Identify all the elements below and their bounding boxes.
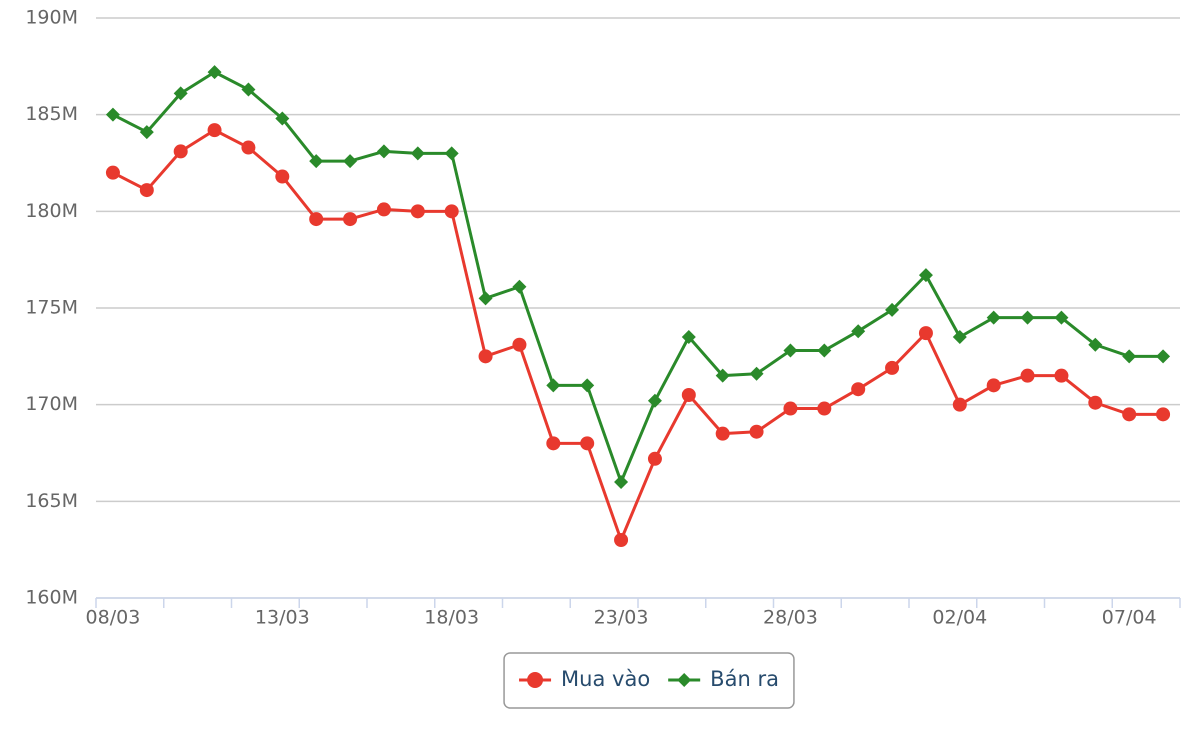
x-tick-label: 23/03 xyxy=(594,607,649,629)
point xyxy=(1122,407,1137,422)
point xyxy=(376,144,391,159)
point xyxy=(681,330,696,344)
point xyxy=(1088,395,1103,410)
point xyxy=(444,146,459,161)
x-tick-label: 28/03 xyxy=(763,607,818,629)
point xyxy=(478,291,493,306)
point xyxy=(715,426,730,441)
point xyxy=(376,202,391,217)
point xyxy=(410,204,425,219)
point xyxy=(139,125,154,140)
legend: Mua vào Bán ra xyxy=(503,652,795,709)
point xyxy=(207,123,222,138)
point xyxy=(1054,310,1069,325)
point xyxy=(241,82,256,97)
legend-label: Mua vào xyxy=(561,667,650,691)
point xyxy=(851,324,866,339)
point xyxy=(343,212,358,227)
point xyxy=(580,436,595,451)
legend-label: Bán ra xyxy=(710,667,779,691)
point xyxy=(1156,407,1171,422)
point xyxy=(546,378,561,393)
y-tick-label: 175M xyxy=(25,297,78,319)
point xyxy=(952,397,967,412)
point xyxy=(986,310,1001,325)
series-markers xyxy=(105,65,1171,489)
series-line xyxy=(112,128,1164,542)
point xyxy=(1054,368,1069,383)
legend-marker xyxy=(527,672,544,688)
point xyxy=(1156,349,1171,364)
point xyxy=(749,366,764,381)
point xyxy=(817,401,832,416)
point xyxy=(343,154,358,169)
legend-marker xyxy=(677,673,692,687)
y-tick-label: 190M xyxy=(25,7,78,29)
point xyxy=(410,146,425,161)
point xyxy=(207,65,222,80)
point xyxy=(749,424,764,439)
point xyxy=(275,111,290,126)
series-markers xyxy=(105,123,1171,547)
point xyxy=(1020,310,1035,325)
point xyxy=(851,382,866,397)
point xyxy=(512,337,527,352)
y-tick-label: 160M xyxy=(25,587,78,609)
point xyxy=(1020,368,1035,383)
point xyxy=(647,393,662,408)
point xyxy=(918,326,933,341)
legend-box xyxy=(503,652,795,709)
point xyxy=(1122,349,1137,364)
point xyxy=(885,360,900,375)
series-line xyxy=(112,70,1164,484)
point xyxy=(512,279,527,294)
point xyxy=(918,268,933,283)
point xyxy=(309,212,324,227)
point xyxy=(647,451,662,466)
point xyxy=(952,330,967,344)
point xyxy=(478,349,493,364)
point xyxy=(715,368,730,383)
point xyxy=(173,144,188,159)
x-tick-label: 08/03 xyxy=(86,607,141,629)
point xyxy=(681,388,696,402)
point xyxy=(139,183,154,198)
point xyxy=(614,533,629,547)
point xyxy=(885,302,900,317)
x-tick-label: 13/03 xyxy=(255,607,310,629)
point xyxy=(986,378,1001,393)
y-tick-label: 170M xyxy=(25,393,78,415)
y-tick-label: 185M xyxy=(25,103,78,125)
point xyxy=(444,204,459,219)
point xyxy=(817,343,832,358)
y-tick-label: 165M xyxy=(25,490,78,512)
y-tick-label: 180M xyxy=(25,200,78,222)
point xyxy=(546,436,561,451)
point xyxy=(105,165,120,180)
x-tick-label: 02/04 xyxy=(932,607,987,629)
point xyxy=(173,86,188,101)
point xyxy=(783,343,798,358)
point xyxy=(783,401,798,416)
point xyxy=(1088,337,1103,352)
point xyxy=(309,154,324,169)
point xyxy=(275,169,290,184)
x-tick-label: 18/03 xyxy=(424,607,479,629)
point xyxy=(241,140,256,155)
point xyxy=(614,475,629,489)
point xyxy=(580,378,595,393)
x-tick-label: 07/04 xyxy=(1102,607,1157,629)
point xyxy=(105,107,120,122)
